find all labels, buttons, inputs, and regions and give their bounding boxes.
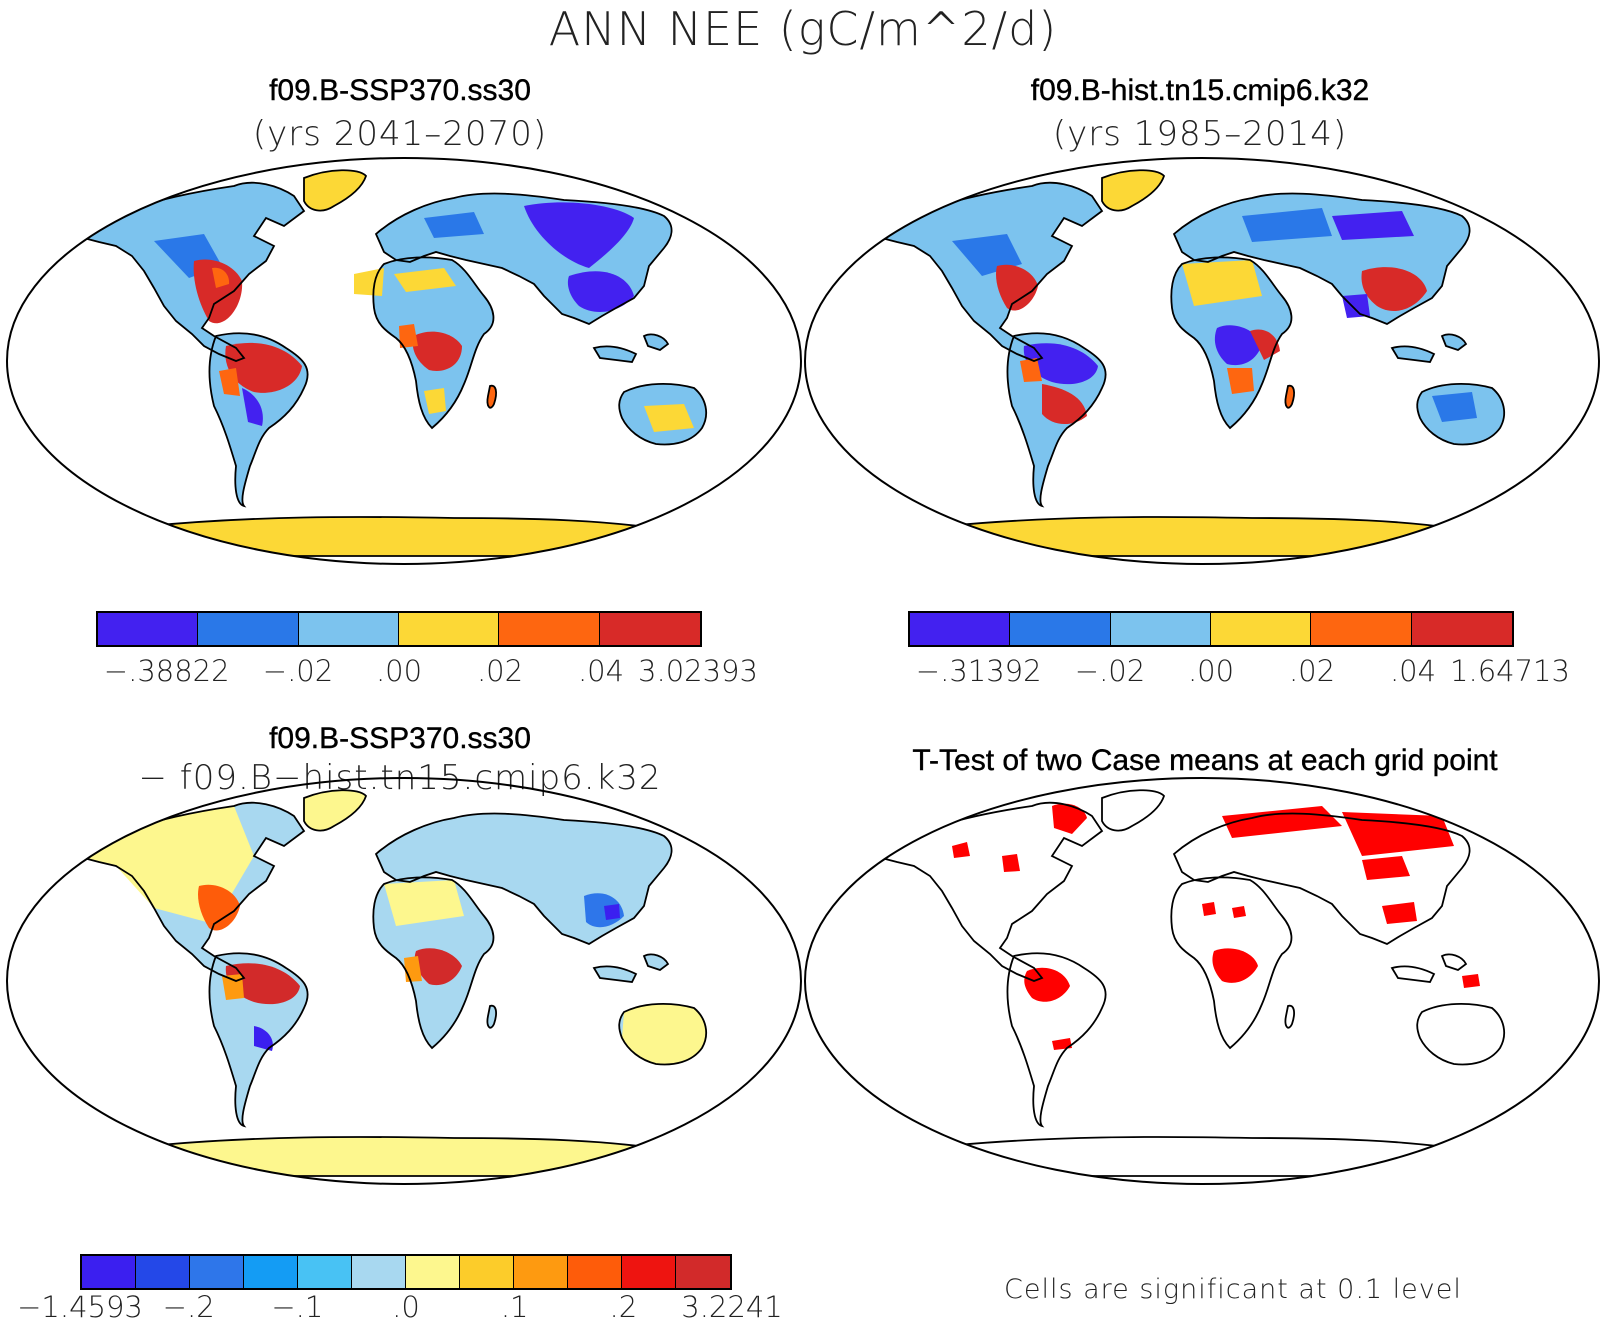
colorbar-tick-label: 3.2241 (681, 1290, 783, 1324)
map-top-right (804, 157, 1600, 565)
colorbar-swatch (1010, 613, 1111, 645)
colorbar-top-left-ticks: −.38822 −.02 .00 .02 .04 3.02393 (0, 654, 800, 694)
colorbar-swatch (98, 613, 199, 645)
colorbar-top-right (908, 611, 1514, 647)
colorbar-tick-label: .04 (1389, 654, 1437, 688)
significance-note: Cells are significant at 0.1 level (1004, 1274, 1462, 1305)
colorbar-tick-label: .0 (392, 1290, 420, 1324)
colorbar-tick-label: −.02 (262, 654, 334, 688)
colorbar-swatch (136, 1256, 190, 1288)
colorbar-swatch (1210, 613, 1312, 645)
bottom-right-title: T-Test of two Case means at each grid po… (912, 744, 1498, 777)
colorbar-swatch (514, 1256, 568, 1288)
colorbar-top-right-ticks: −.31392 −.02 .00 .02 .04 1.64713 (0, 654, 1606, 694)
colorbar-swatch (198, 613, 299, 645)
colorbar-tick-label: −1.4593 (17, 1290, 143, 1324)
top-left-years: (yrs 2041–2070) (252, 114, 548, 154)
colorbar-tick-label: −.2 (162, 1290, 215, 1324)
colorbar-swatch (1311, 613, 1412, 645)
top-right-years: (yrs 1985–2014) (1052, 114, 1348, 154)
colorbar-swatch (1110, 613, 1211, 645)
colorbar-swatch (352, 1256, 406, 1288)
colorbar-swatch (499, 613, 600, 645)
colorbar-swatch (910, 613, 1011, 645)
colorbar-swatch (676, 1256, 730, 1288)
colorbar-tick-label: 1.64713 (1450, 654, 1570, 688)
main-title: ANN NEE (gC/m^2/d) (548, 2, 1058, 56)
colorbar-bottom-left-ticks: −1.4593 −.2 −.1 .0 .1 .2 3.2241 (0, 1290, 800, 1324)
colorbar-swatch (82, 1256, 136, 1288)
colorbar-tick-label: .00 (375, 654, 423, 688)
colorbar-swatch (398, 613, 500, 645)
colorbar-tick-label: −.1 (271, 1290, 324, 1324)
colorbar-bottom-left (80, 1254, 732, 1290)
top-right-case-title: f09.B-hist.tn15.cmip6.k32 (1030, 74, 1370, 107)
colorbar-tick-label: −.38822 (103, 654, 230, 688)
colorbar-tick-label: 3.02393 (638, 654, 758, 688)
colorbar-swatch (190, 1256, 244, 1288)
colorbar-swatch (406, 1256, 460, 1288)
colorbar-tick-label: .02 (1288, 654, 1336, 688)
colorbar-tick-label: −.31392 (915, 654, 1042, 688)
colorbar-swatch (460, 1256, 514, 1288)
map-top-left (6, 157, 802, 565)
bottom-left-case-title: f09.B-SSP370.ss30 (269, 722, 531, 755)
colorbar-tick-label: .04 (577, 654, 625, 688)
colorbar-swatch (298, 613, 399, 645)
colorbar-tick-label: −.02 (1074, 654, 1146, 688)
colorbar-top-left (96, 611, 702, 647)
map-bottom-right (804, 777, 1600, 1185)
colorbar-swatch (244, 1256, 298, 1288)
map-bottom-left (6, 777, 802, 1185)
top-left-case-title: f09.B-SSP370.ss30 (269, 74, 531, 107)
colorbar-swatch (568, 1256, 622, 1288)
colorbar-swatch (298, 1256, 352, 1288)
colorbar-swatch (599, 613, 700, 645)
colorbar-tick-label: .1 (500, 1290, 529, 1324)
colorbar-swatch (1411, 613, 1512, 645)
colorbar-swatch (622, 1256, 676, 1288)
colorbar-tick-label: .00 (1187, 654, 1235, 688)
colorbar-tick-label: .02 (476, 654, 524, 688)
colorbar-tick-label: .2 (609, 1290, 638, 1324)
